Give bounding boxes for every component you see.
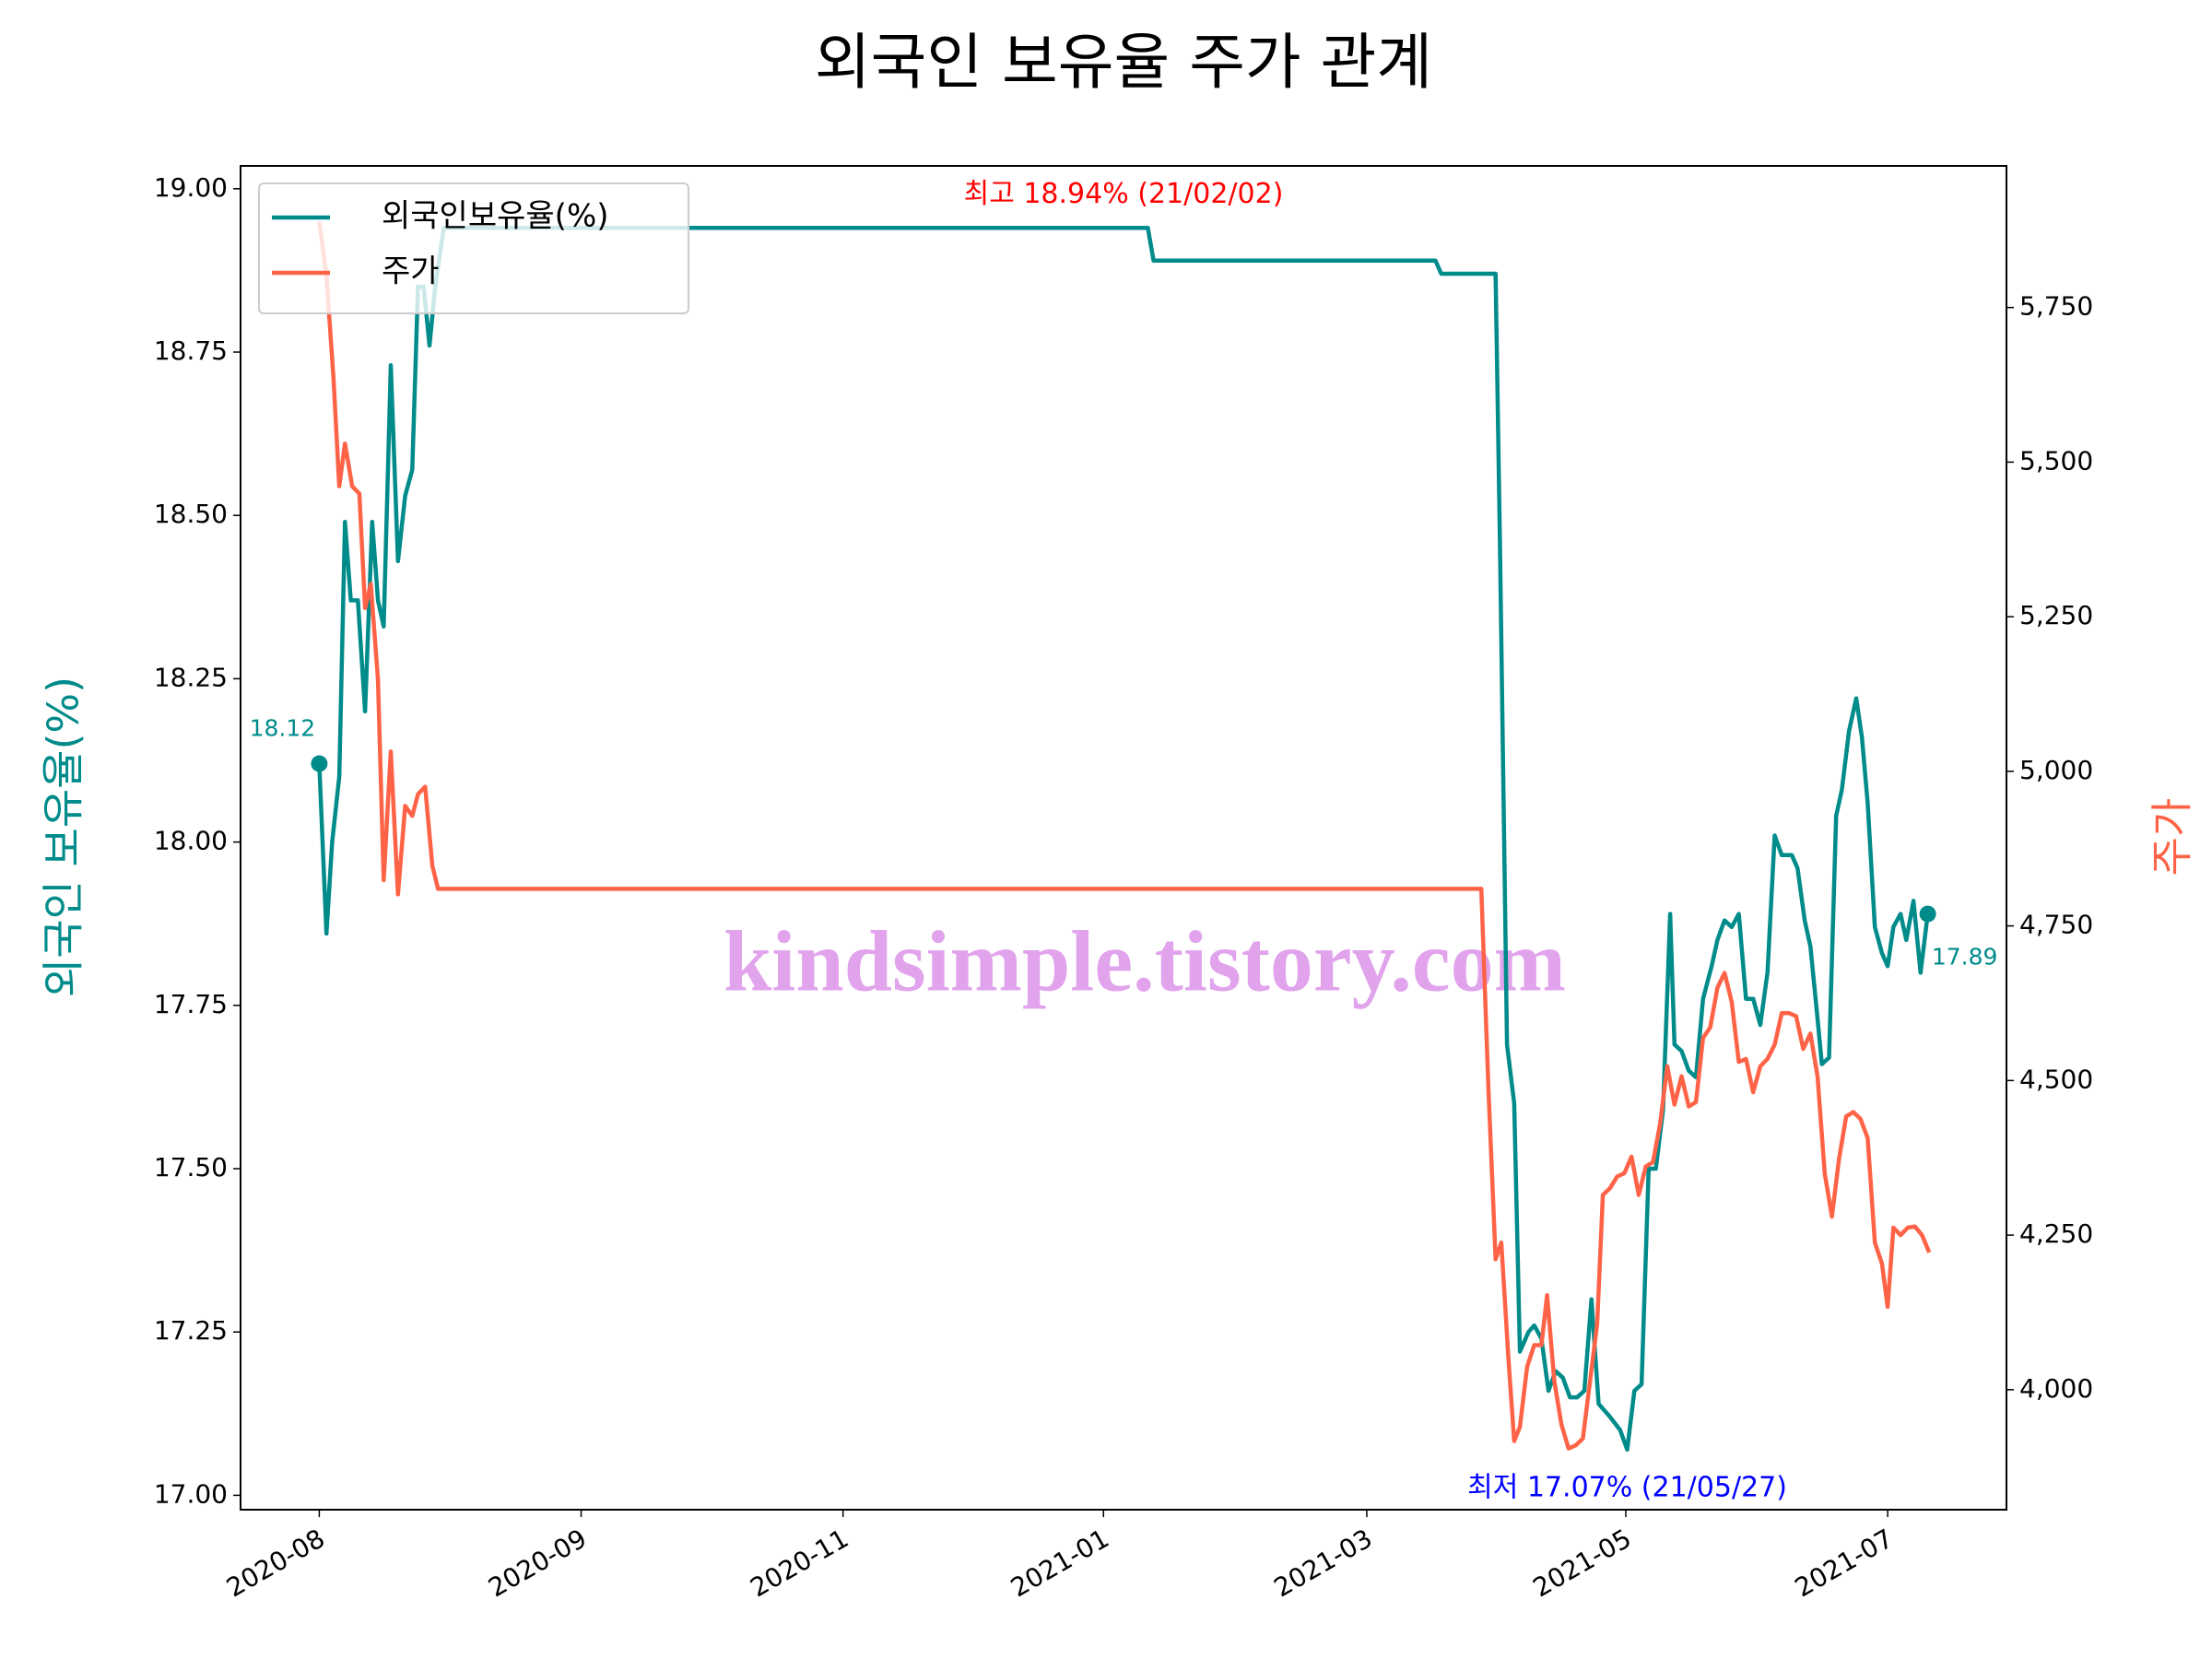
y-tick-label: 19.00 xyxy=(154,172,228,203)
legend-box xyxy=(258,182,689,314)
y-tick-label: 18.25 xyxy=(154,662,228,692)
y2-tick-label: 5,750 xyxy=(2019,291,2093,322)
y2-axis-label: 주가 xyxy=(2147,798,2197,877)
y2-tick-label: 5,250 xyxy=(2019,600,2093,630)
y-tick-label: 18.75 xyxy=(154,335,228,366)
legend-label: 외국인보유율(%) xyxy=(382,198,609,235)
series-line xyxy=(317,221,1932,1451)
series-line xyxy=(317,226,1930,1453)
annotation: 최저 17.07% (21/05/27) xyxy=(1467,1471,1787,1503)
chart-title: 외국인 보유율 주가 관계 xyxy=(815,27,1432,98)
y-tick-label: 17.75 xyxy=(154,989,228,1019)
point-marker xyxy=(1919,905,1936,923)
y2-tick-label: 4,750 xyxy=(2019,910,2093,940)
y-tick-label: 17.00 xyxy=(154,1478,228,1509)
y2-tick-label: 5,000 xyxy=(2019,755,2093,785)
y-tick-label: 17.25 xyxy=(154,1315,228,1346)
legend: 외국인보유율(%) 주가 xyxy=(258,182,689,314)
watermark: kindsimple.tistory.com xyxy=(724,914,1566,1010)
y-axis-label: 외국인 보유율(%) xyxy=(39,677,88,997)
y2-tick-label: 5,500 xyxy=(2019,445,2093,476)
annotation: 최고 18.94% (21/02/02) xyxy=(964,178,1284,210)
y-tick-label: 18.50 xyxy=(154,499,228,529)
y2-tick-label: 4,000 xyxy=(2019,1373,2093,1404)
annotation: 17.89 xyxy=(1932,944,1998,971)
point-marker xyxy=(311,755,328,772)
y-tick-label: 17.50 xyxy=(154,1152,228,1182)
plot-frame xyxy=(240,165,2007,1511)
legend-label: 주가 xyxy=(382,253,440,290)
y2-tick-label: 4,500 xyxy=(2019,1064,2093,1094)
y2-tick-label: 4,250 xyxy=(2019,1218,2093,1249)
annotation: 18.12 xyxy=(250,715,316,742)
y-tick-label: 18.00 xyxy=(154,826,228,856)
